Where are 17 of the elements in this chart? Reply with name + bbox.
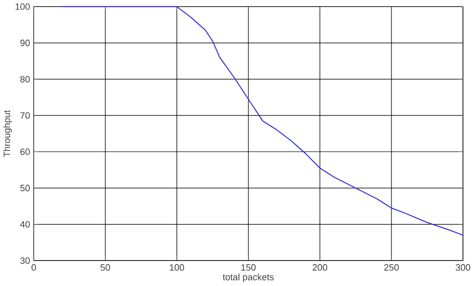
x-tick-label: 150: [241, 264, 256, 271]
x-tick-label: 100: [170, 264, 184, 271]
y-tick-label: 80: [20, 76, 30, 83]
x-tick-label: 50: [100, 264, 110, 271]
y-tick-label: 100: [16, 4, 30, 10]
x-tick-label: 0: [32, 264, 36, 271]
y-axis-title: Throughput: [3, 110, 12, 158]
y-tick-label: 40: [20, 221, 30, 228]
x-axis-title: total packets: [222, 274, 274, 282]
y-tick-label: 30: [20, 258, 30, 264]
y-tick-label: 60: [20, 148, 30, 156]
y-tick-label: 90: [20, 40, 30, 46]
x-tick-label: 200: [312, 264, 328, 271]
y-tick-label: 50: [20, 185, 30, 192]
x-tick-label: 300: [456, 264, 470, 271]
y-tick-label: 70: [20, 112, 30, 119]
x-tick-label: 250: [384, 264, 399, 271]
